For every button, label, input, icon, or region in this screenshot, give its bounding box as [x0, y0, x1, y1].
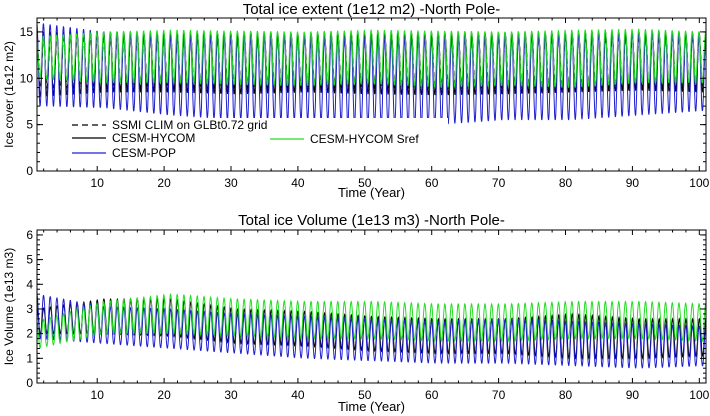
series-line-cesm-hycom-sref: [37, 28, 706, 89]
x-tick-label: 90: [626, 176, 640, 190]
legend-label: CESM-HYCOM Sref: [310, 132, 419, 146]
series-group: [37, 293, 706, 369]
x-tick-label: 30: [224, 176, 238, 190]
x-tick-label: 90: [626, 388, 640, 402]
x-tick-label: 40: [291, 176, 305, 190]
chart-title: Total ice extent (1e12 m2) -North Pole-: [243, 1, 501, 18]
x-tick-label: 50: [358, 176, 372, 190]
y-tick-label: 1: [26, 351, 33, 365]
y-tick-label: 6: [26, 228, 33, 242]
x-axis-label: Time (Year): [338, 185, 405, 200]
plot-frame: [36, 17, 707, 172]
y-tick-label: 5: [26, 118, 33, 132]
x-tick-label: 80: [559, 388, 573, 402]
x-tick-label: 30: [224, 388, 238, 402]
series-group: [37, 23, 706, 125]
x-tick-label: 60: [425, 176, 439, 190]
x-tick-label: 10: [91, 176, 105, 190]
legend-label: CESM-HYCOM: [112, 131, 195, 145]
series-line-cesm-pop: [37, 294, 706, 369]
x-tick-label: 70: [492, 388, 506, 402]
y-tick-label: 15: [20, 25, 34, 39]
y-axis-label: Ice Volume (1e13 m3): [2, 248, 16, 365]
series-line-cesm-hycom-sref: [37, 293, 706, 349]
plot-frame: [36, 229, 707, 384]
y-axis-label: Ice cover (1e12 m2): [2, 41, 16, 148]
x-tick-label: 60: [425, 388, 439, 402]
y-tick-label: 2: [26, 327, 33, 341]
x-tick-label: 10: [91, 388, 105, 402]
y-tick-label: 10: [20, 71, 34, 85]
y-tick-label: 3: [26, 302, 33, 316]
x-tick-label: 40: [291, 388, 305, 402]
x-tick-label: 100: [689, 388, 709, 402]
x-tick-label: 80: [559, 176, 573, 190]
legend-label: SSMI CLIM on GLBt0.72 grid: [112, 118, 267, 132]
series-line-cesm-pop: [37, 23, 706, 125]
y-tick-label: 0: [26, 376, 33, 390]
chart-title: Total ice Volume (1e13 m3) -North Pole-: [238, 212, 505, 229]
x-axis-label: Time (Year): [338, 399, 405, 414]
x-tick-label: 50: [358, 388, 372, 402]
y-tick-label: 5: [26, 253, 33, 267]
x-tick-label: 70: [492, 176, 506, 190]
legend-label: CESM-POP: [112, 146, 176, 160]
x-tick-label: 20: [157, 176, 171, 190]
legend-background: [68, 118, 448, 164]
x-tick-label: 100: [689, 176, 709, 190]
x-tick-label: 20: [157, 388, 171, 402]
y-tick-label: 0: [26, 164, 33, 178]
y-tick-label: 4: [26, 277, 33, 291]
